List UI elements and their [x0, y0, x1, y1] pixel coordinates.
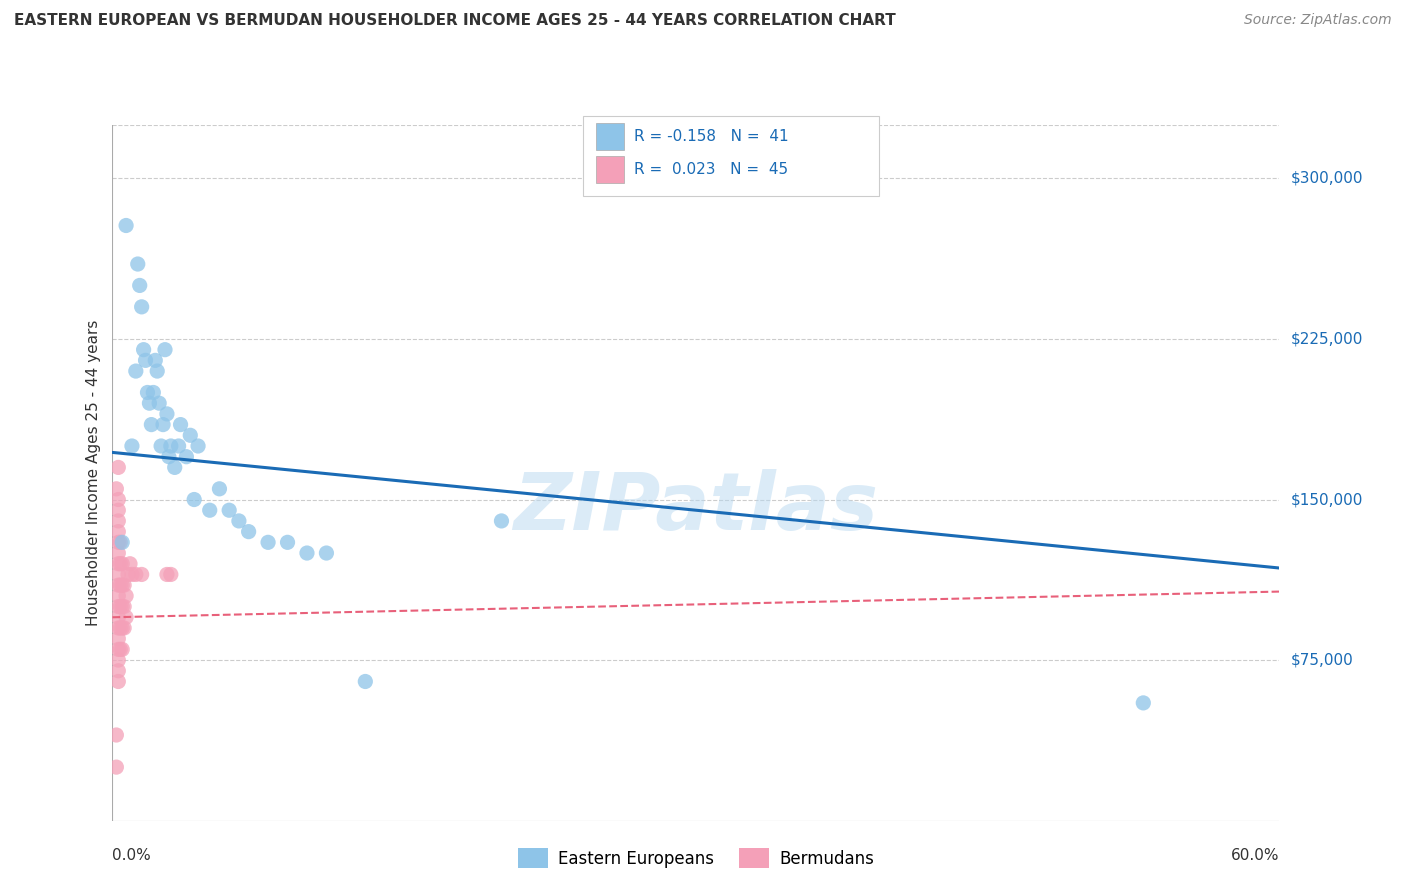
- Point: [107, 524, 129, 539]
- Point: [107, 546, 129, 560]
- Point: [107, 621, 129, 635]
- Point: [105, 728, 128, 742]
- Point: [146, 364, 169, 378]
- Text: EASTERN EUROPEAN VS BERMUDAN HOUSEHOLDER INCOME AGES 25 - 44 YEARS CORRELATION C: EASTERN EUROPEAN VS BERMUDAN HOUSEHOLDER…: [14, 13, 896, 29]
- Point: [112, 599, 135, 614]
- Point: [187, 439, 209, 453]
- Point: [107, 664, 129, 678]
- Point: [121, 439, 143, 453]
- Point: [107, 642, 129, 657]
- Point: [160, 567, 183, 582]
- Point: [125, 364, 148, 378]
- Point: [131, 300, 153, 314]
- Point: [107, 460, 129, 475]
- Point: [315, 546, 337, 560]
- Point: [112, 621, 135, 635]
- Point: [228, 514, 250, 528]
- Point: [198, 503, 221, 517]
- Point: [148, 396, 170, 410]
- Point: [110, 642, 132, 657]
- Point: [117, 567, 139, 582]
- Point: [110, 535, 132, 549]
- Point: [276, 535, 298, 549]
- Point: [105, 482, 128, 496]
- Point: [176, 450, 198, 464]
- Point: [111, 642, 134, 657]
- Point: [107, 557, 129, 571]
- Point: [107, 503, 129, 517]
- Point: [107, 578, 129, 592]
- Point: [156, 567, 179, 582]
- Point: [208, 482, 231, 496]
- Point: [121, 567, 143, 582]
- Text: 60.0%: 60.0%: [1232, 848, 1279, 863]
- Point: [112, 578, 135, 592]
- Point: [110, 599, 132, 614]
- Point: [169, 417, 191, 432]
- Point: [156, 407, 179, 421]
- Point: [136, 385, 159, 400]
- Point: [153, 343, 176, 357]
- Point: [167, 439, 190, 453]
- Point: [128, 278, 150, 293]
- Text: Source: ZipAtlas.com: Source: ZipAtlas.com: [1244, 13, 1392, 28]
- Point: [110, 557, 132, 571]
- Point: [115, 219, 138, 233]
- Point: [150, 439, 173, 453]
- Point: [160, 439, 183, 453]
- Point: [354, 674, 377, 689]
- Text: R = -0.158   N =  41: R = -0.158 N = 41: [634, 129, 789, 144]
- Point: [107, 514, 129, 528]
- Text: R =  0.023   N =  45: R = 0.023 N = 45: [634, 162, 789, 177]
- Point: [163, 460, 186, 475]
- Point: [107, 535, 129, 549]
- Text: 0.0%: 0.0%: [112, 848, 152, 863]
- Text: ZIPatlas: ZIPatlas: [513, 468, 879, 547]
- Text: $300,000: $300,000: [1291, 171, 1362, 186]
- Point: [111, 621, 134, 635]
- Point: [107, 632, 129, 646]
- Point: [257, 535, 280, 549]
- Point: [127, 257, 149, 271]
- Point: [157, 450, 180, 464]
- Point: [110, 621, 132, 635]
- Point: [131, 567, 153, 582]
- Point: [179, 428, 201, 442]
- Point: [110, 578, 132, 592]
- Point: [1132, 696, 1154, 710]
- Point: [107, 567, 129, 582]
- Point: [125, 567, 148, 582]
- Point: [295, 546, 318, 560]
- Point: [107, 599, 129, 614]
- Text: $225,000: $225,000: [1291, 332, 1362, 346]
- Point: [142, 385, 165, 400]
- Point: [143, 353, 166, 368]
- Text: $75,000: $75,000: [1291, 653, 1354, 667]
- Text: $150,000: $150,000: [1291, 492, 1362, 507]
- Point: [107, 492, 129, 507]
- Point: [115, 589, 138, 603]
- Point: [107, 653, 129, 667]
- Point: [118, 557, 141, 571]
- Point: [141, 417, 163, 432]
- Point: [183, 492, 205, 507]
- Point: [107, 674, 129, 689]
- Point: [111, 599, 134, 614]
- Point: [115, 610, 138, 624]
- Y-axis label: Householder Income Ages 25 - 44 years: Householder Income Ages 25 - 44 years: [86, 319, 101, 626]
- Point: [138, 396, 160, 410]
- Point: [111, 578, 134, 592]
- Point: [218, 503, 240, 517]
- Point: [491, 514, 513, 528]
- Point: [152, 417, 174, 432]
- Point: [135, 353, 157, 368]
- Point: [111, 557, 134, 571]
- Legend: Eastern Europeans, Bermudans: Eastern Europeans, Bermudans: [512, 841, 880, 875]
- Point: [111, 535, 134, 549]
- Point: [107, 610, 129, 624]
- Point: [105, 760, 128, 774]
- Point: [107, 589, 129, 603]
- Point: [238, 524, 260, 539]
- Point: [132, 343, 155, 357]
